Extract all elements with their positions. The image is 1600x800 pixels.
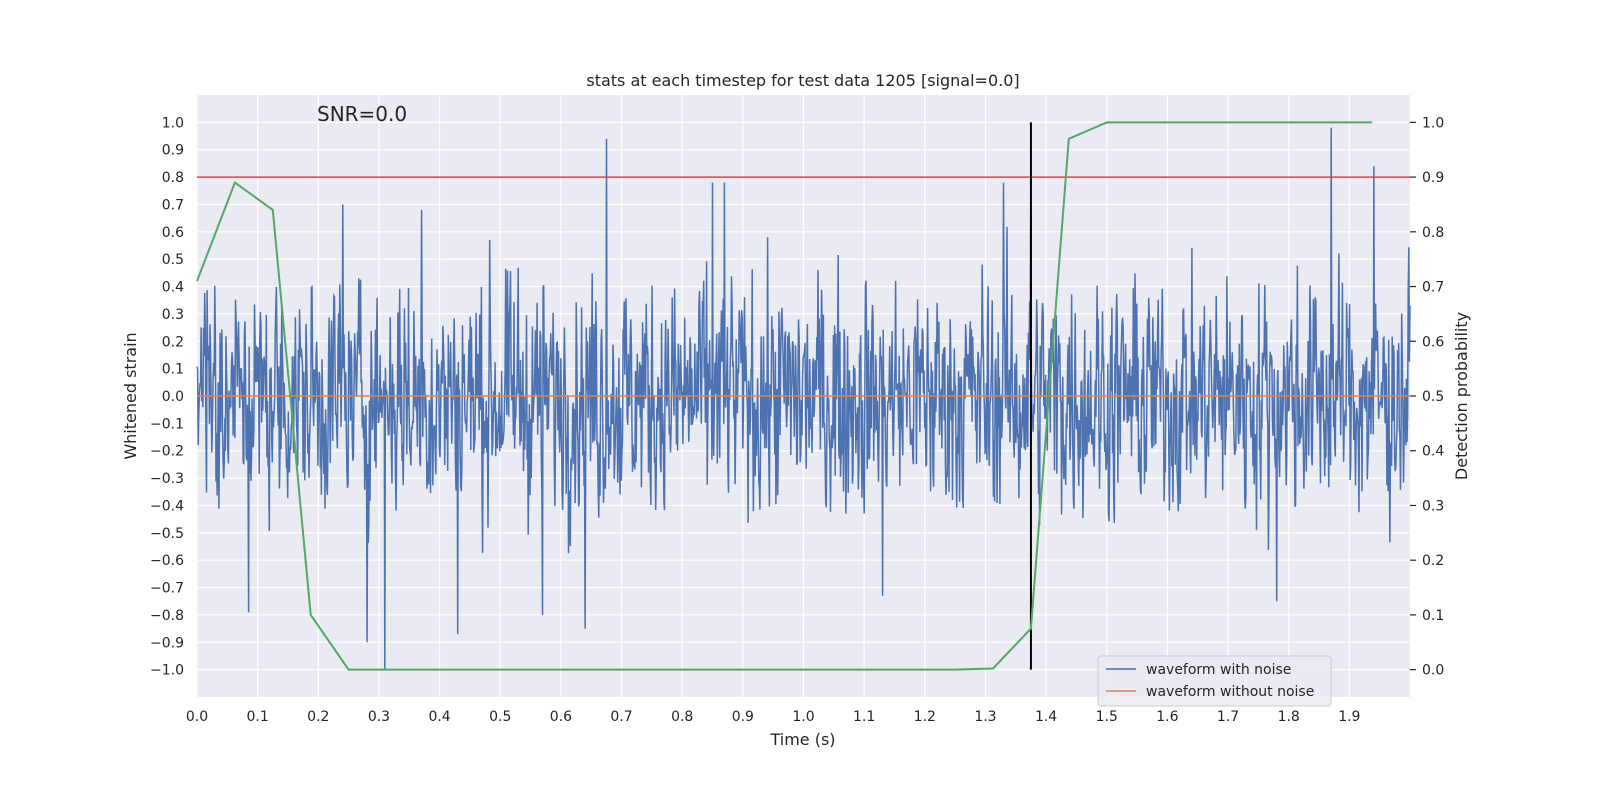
y-axis-label: Whitened strain <box>121 332 140 459</box>
y-tick-label: −1.0 <box>150 663 184 679</box>
x-tick-label: 1.5 <box>1096 709 1118 725</box>
y2-ticks: 0.0 0.1 0.2 0.3 0.4 0.5 0.6 0.7 0.8 0.9 1.0 <box>1410 115 1444 679</box>
y-tick-label: −0.1 <box>150 416 184 432</box>
x-axis-label: Time (s) <box>769 730 835 749</box>
y-tick-label: 0.2 <box>162 334 184 350</box>
x-tick-label: 0.9 <box>732 709 754 725</box>
y2-tick-label: 0.6 <box>1422 334 1444 350</box>
x-tick-label: 0.2 <box>307 709 329 725</box>
y-tick-label: −0.8 <box>150 608 184 624</box>
y-tick-label: 0.4 <box>162 280 184 296</box>
x-tick-label: 0.8 <box>671 709 693 725</box>
y-tick-label: −0.4 <box>150 498 184 514</box>
y-tick-label: 0.3 <box>162 307 184 323</box>
y2-tick-label: 0.9 <box>1422 170 1444 186</box>
y2-axis-label: Detection probability <box>1452 312 1471 480</box>
x-tick-label: 0.6 <box>550 709 572 725</box>
legend-box <box>1097 655 1332 707</box>
x-tick-label: 1.1 <box>853 709 875 725</box>
y2-tick-label: 0.1 <box>1422 608 1444 624</box>
y-tick-label: 0.1 <box>162 362 184 378</box>
y2-tick-label: 0.3 <box>1422 498 1444 514</box>
y2-tick-label: 0.5 <box>1422 389 1444 405</box>
chart-title: stats at each timestep for test data 120… <box>586 71 1019 90</box>
y-tick-label: 0.9 <box>162 143 184 159</box>
legend-label-waveform-with-noise: waveform with noise <box>1146 662 1291 678</box>
y-tick-label: 0.0 <box>162 389 184 405</box>
y-tick-label: −0.7 <box>150 581 184 597</box>
y-tick-label: −0.2 <box>150 444 184 460</box>
y2-tick-label: 0.8 <box>1422 225 1444 241</box>
legend: waveform with noise waveform without noi… <box>1097 655 1332 707</box>
series-line-waveform-with-noise <box>196 127 1411 670</box>
series-line-detection-probability <box>196 121 1373 671</box>
y-tick-label: −0.9 <box>150 635 184 651</box>
y2-tick-label: 0.2 <box>1422 553 1444 569</box>
legend-label-waveform-without-noise: waveform without noise <box>1146 684 1314 700</box>
x-tick-label: 0.3 <box>368 709 390 725</box>
y-tick-label: 0.6 <box>162 225 184 241</box>
x-tick-label: 1.8 <box>1278 709 1300 725</box>
x-tick-label: 0.0 <box>186 709 208 725</box>
x-tick-label: 0.7 <box>610 709 632 725</box>
x-tick-label: 1.9 <box>1338 709 1360 725</box>
x-tick-label: 0.1 <box>247 709 269 725</box>
y-tick-label: 0.5 <box>162 252 184 268</box>
x-tick-label: 0.5 <box>489 709 511 725</box>
y-tick-label: 0.7 <box>162 197 184 213</box>
y-tick-label: 1.0 <box>162 115 184 131</box>
x-tick-label: 1.4 <box>1035 709 1057 725</box>
y2-tick-label: 0.0 <box>1422 663 1444 679</box>
x-ticks: 0.0 0.1 0.2 0.3 0.4 0.5 0.6 0.7 0.8 0.9 1.0 1.1 1.2 1… <box>186 709 1361 725</box>
snr-annotation: SNR=0.0 <box>317 102 407 126</box>
y-tick-label: −0.5 <box>150 526 184 542</box>
series-layer <box>196 121 1411 671</box>
x-tick-label: 1.0 <box>792 709 814 725</box>
x-tick-label: 1.7 <box>1217 709 1239 725</box>
x-tick-label: 1.6 <box>1156 709 1178 725</box>
y-tick-label: −0.6 <box>150 553 184 569</box>
x-tick-label: 1.3 <box>974 709 996 725</box>
y-tick-label: −0.3 <box>150 471 184 487</box>
y2-tick-label: 1.0 <box>1422 115 1444 131</box>
y2-tick-label: 0.4 <box>1422 444 1444 460</box>
x-tick-label: 0.4 <box>428 709 450 725</box>
x-tick-label: 1.2 <box>914 709 936 725</box>
y-ticks: −1.0 −0.9 −0.8 −0.7 −0.6 −0.5 −0.4 −0.3 −0.2 −0.1… <box>150 115 184 678</box>
y2-tick-label: 0.7 <box>1422 280 1444 296</box>
y-tick-label: 0.8 <box>162 170 184 186</box>
